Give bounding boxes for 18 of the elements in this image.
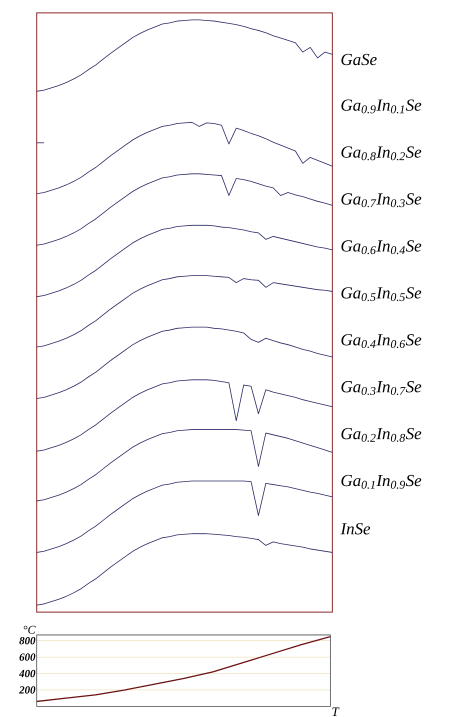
y-tick-label: 800 <box>19 637 36 644</box>
series-label: Ga$_{0.5}$In$_{0.5}$Se <box>341 287 422 302</box>
series-label: Ga$_{0.2}$In$_{0.8}$Se <box>341 428 422 442</box>
series-label: Ga$_{0.6}$In$_{0.4}$Se <box>341 240 422 254</box>
series-label: InSe <box>340 523 370 534</box>
y-tick-label: 400 <box>18 670 36 678</box>
series-label: Ga$_{0.7}$In$_{0.3}$Se <box>341 193 422 208</box>
y-axis-title: °C <box>24 626 36 634</box>
series-label: GaSe <box>341 54 377 66</box>
y-tick-label: 200 <box>18 686 36 694</box>
x-axis-title: T <box>332 708 340 716</box>
line-series <box>36 636 330 702</box>
series-label: Ga$_{0.1}$In$_{0.9}$Se <box>341 474 422 489</box>
series-label: Ga$_{0.4}$In$_{0.6}$Se <box>341 334 422 348</box>
y-tick-label: 600 <box>19 653 36 661</box>
text: Ga$_{0.9}$In$_{0.1}$Se <box>341 99 422 114</box>
series-label: Ga$_{0.3}$In$_{0.7}$Se <box>341 381 422 395</box>
series-label: Ga$_{0.8}$In$_{0.2}$Se <box>341 146 422 160</box>
